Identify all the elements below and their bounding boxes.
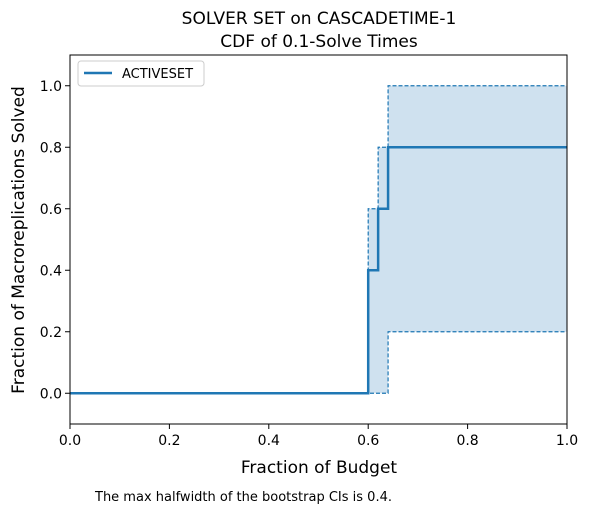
y-tick-label: 1.0 — [40, 79, 62, 95]
chart-title: SOLVER SET on CASCADETIME-1 — [182, 9, 457, 29]
y-tick-label: 0.2 — [40, 325, 62, 341]
x-tick-label: 0.4 — [258, 433, 280, 449]
x-tick-label: 0.0 — [59, 433, 81, 449]
footnote: The max halfwidth of the bootstrap CIs i… — [94, 490, 392, 505]
confidence-lower-bound — [70, 332, 567, 394]
y-tick-label: 0.0 — [40, 386, 62, 402]
x-tick-label: 0.2 — [158, 433, 180, 449]
x-tick-label: 0.8 — [456, 433, 478, 449]
x-axis-label: Fraction of Budget — [241, 458, 398, 478]
legend-label-activeset: ACTIVESET — [122, 67, 193, 82]
y-axis-label: Fraction of Macroreplications Solved — [9, 86, 29, 394]
x-tick-label: 0.6 — [357, 433, 379, 449]
plot-area: 0.0 0.2 0.4 0.6 0.8 1.0 0.0 0.2 0.4 0.6 0.8 1.0 — [40, 55, 578, 449]
chart-subtitle: CDF of 0.1-Solve Times — [220, 32, 418, 52]
y-tick-label: 0.4 — [40, 263, 62, 279]
legend: ACTIVESET — [78, 61, 204, 86]
x-tick-label: 1.0 — [556, 433, 578, 449]
y-tick-label: 0.8 — [40, 140, 62, 156]
confidence-band-fill — [70, 86, 567, 394]
y-tick-label: 0.6 — [40, 202, 62, 218]
